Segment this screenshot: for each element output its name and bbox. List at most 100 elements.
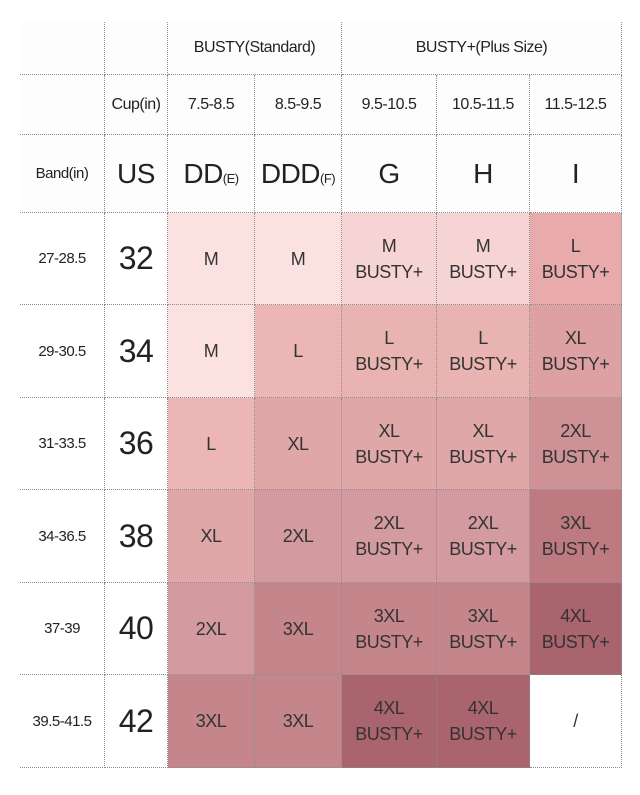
size-text: BUSTY+ xyxy=(449,724,517,744)
size-text: M xyxy=(290,248,306,269)
size-cell: L BUSTY+ xyxy=(342,305,437,398)
size-text: L xyxy=(293,341,303,361)
cup-cell: 8.5-9.5 xyxy=(255,75,342,135)
size-cell: 2XL BUSTY+ xyxy=(342,490,437,583)
size-cell: M xyxy=(168,305,255,398)
cup-letter-main: DDD xyxy=(260,157,321,189)
cup-letter-main: H xyxy=(473,157,493,189)
size-text: 4XL xyxy=(373,698,405,718)
size-text: XL xyxy=(200,526,222,546)
size-text: BUSTY+ xyxy=(355,354,423,374)
size-text: BUSTY+ xyxy=(541,261,610,282)
size-cell: XL xyxy=(255,398,342,490)
size-text: BUSTY+ xyxy=(355,631,423,652)
size-cell: / xyxy=(530,675,622,768)
size-text: L xyxy=(384,328,394,348)
size-text: 4XL xyxy=(467,698,499,718)
size-text: BUSTY+ xyxy=(449,354,517,374)
size-cell: XL BUSTY+ xyxy=(530,305,622,398)
size-text: XL xyxy=(378,420,400,441)
size-cell: XL BUSTY+ xyxy=(437,398,530,490)
cup-range: 11.5-12.5 xyxy=(544,95,607,113)
group-label: BUSTY(Standard) xyxy=(193,39,316,56)
cup-letter-sub: (E) xyxy=(222,170,239,186)
band-range: 39.5-41.5 xyxy=(32,712,92,730)
size-text: L xyxy=(478,328,488,348)
size-text: XL xyxy=(287,433,309,454)
us-size: 34 xyxy=(118,332,154,369)
cup-letter-main: I xyxy=(571,157,580,189)
cup-letter-cell: DDD(F) xyxy=(255,135,342,213)
size-text: 2XL xyxy=(195,618,227,639)
size-table: BUSTY(Standard) BUSTY+(Plus Size) Cup(in) 7… xyxy=(20,22,622,768)
size-cell: 4XL BUSTY+ xyxy=(342,675,437,768)
cup-letter: H xyxy=(473,158,493,190)
size-text: 2XL xyxy=(467,513,499,533)
size-text: 2XL xyxy=(373,513,405,533)
size-cell: 4XL BUSTY+ xyxy=(530,583,622,675)
cup-range: 10.5-11.5 xyxy=(452,95,514,113)
band-range: 27-28.5 xyxy=(38,250,86,267)
cup-letter-main: G xyxy=(378,157,400,189)
size-cell: 3XL xyxy=(255,675,342,768)
size-cell: L xyxy=(168,398,255,490)
size-cell: L BUSTY+ xyxy=(437,305,530,398)
band-cell: 27-28.5 xyxy=(20,213,105,305)
size-text: BUSTY+ xyxy=(449,631,517,652)
us-label-cell: US xyxy=(105,135,168,213)
band-range: 29-30.5 xyxy=(38,342,86,360)
size-cell: M BUSTY+ xyxy=(437,213,530,305)
size-text: 3XL xyxy=(282,711,314,731)
size-text: M xyxy=(381,235,397,256)
size-text: BUSTY+ xyxy=(541,354,610,374)
cup-label-cell: Cup(in) xyxy=(105,75,168,135)
band-cell: 29-30.5 xyxy=(20,305,105,398)
size-text: M xyxy=(475,235,491,256)
cup-cell: 9.5-10.5 xyxy=(342,75,437,135)
blank-cell xyxy=(105,22,168,75)
band-cell: 39.5-41.5 xyxy=(20,675,105,768)
us-cell: 40 xyxy=(105,583,168,675)
group-label: BUSTY+(Plus Size) xyxy=(415,39,548,56)
size-text: BUSTY+ xyxy=(449,539,517,559)
cup-letter-sub: (F) xyxy=(320,170,336,186)
us-size: 32 xyxy=(118,240,154,276)
cup-cell: 7.5-8.5 xyxy=(168,75,255,135)
cup-letter-cell: G xyxy=(342,135,437,213)
size-cell: M xyxy=(255,213,342,305)
size-text: BUSTY+ xyxy=(449,261,517,282)
band-label: Band(in) xyxy=(35,165,89,182)
size-cell: L BUSTY+ xyxy=(530,213,622,305)
us-cell: 38 xyxy=(105,490,168,583)
size-text: M xyxy=(203,248,219,269)
size-text: L xyxy=(570,235,581,256)
size-cell: 4XL BUSTY+ xyxy=(437,675,530,768)
cup-range: 7.5-8.5 xyxy=(187,95,235,113)
size-text: BUSTY+ xyxy=(355,446,423,467)
size-text: BUSTY+ xyxy=(541,539,610,559)
cup-label: Cup(in) xyxy=(111,95,161,113)
size-text: BUSTY+ xyxy=(541,446,610,467)
us-cell: 32 xyxy=(105,213,168,305)
band-cell: 34-36.5 xyxy=(20,490,105,583)
size-cell: 3XL xyxy=(168,675,255,768)
size-cell: M xyxy=(168,213,255,305)
size-text: 2XL xyxy=(560,420,591,441)
size-text: 2XL xyxy=(282,526,314,546)
size-text: 4XL xyxy=(560,605,591,626)
size-text: XL xyxy=(472,420,494,441)
size-cell: 3XL BUSTY+ xyxy=(437,583,530,675)
cup-range: 8.5-9.5 xyxy=(274,95,322,113)
band-cell: 37-39 xyxy=(20,583,105,675)
size-text: BUSTY+ xyxy=(355,724,423,744)
size-cell: 2XL BUSTY+ xyxy=(437,490,530,583)
size-cell: 3XL BUSTY+ xyxy=(342,583,437,675)
cup-letter-main: DD xyxy=(183,157,223,189)
size-cell: 2XL BUSTY+ xyxy=(530,398,622,490)
cup-range: 9.5-10.5 xyxy=(361,95,417,113)
cup-letter: DDD(F) xyxy=(260,157,336,190)
blank-cell xyxy=(20,22,105,75)
us-cell: 34 xyxy=(105,305,168,398)
size-text: 3XL xyxy=(373,605,405,626)
